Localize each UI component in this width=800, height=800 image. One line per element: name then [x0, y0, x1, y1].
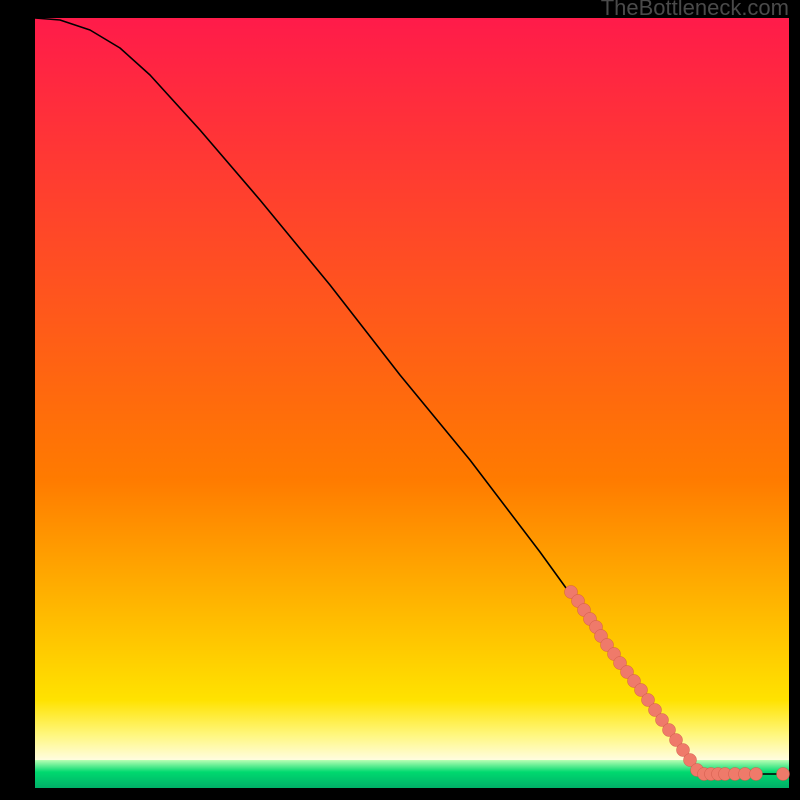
marker-point [750, 768, 763, 781]
marker-point [777, 768, 790, 781]
chart-svg: TheBottleneck.com [0, 0, 800, 800]
gradient-background [35, 18, 789, 788]
chart-container: TheBottleneck.com [0, 0, 800, 800]
watermark-text: TheBottleneck.com [601, 0, 789, 20]
